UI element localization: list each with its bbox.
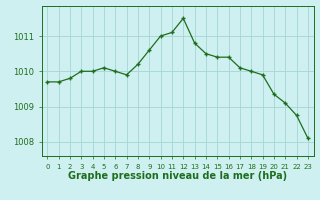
- X-axis label: Graphe pression niveau de la mer (hPa): Graphe pression niveau de la mer (hPa): [68, 171, 287, 181]
